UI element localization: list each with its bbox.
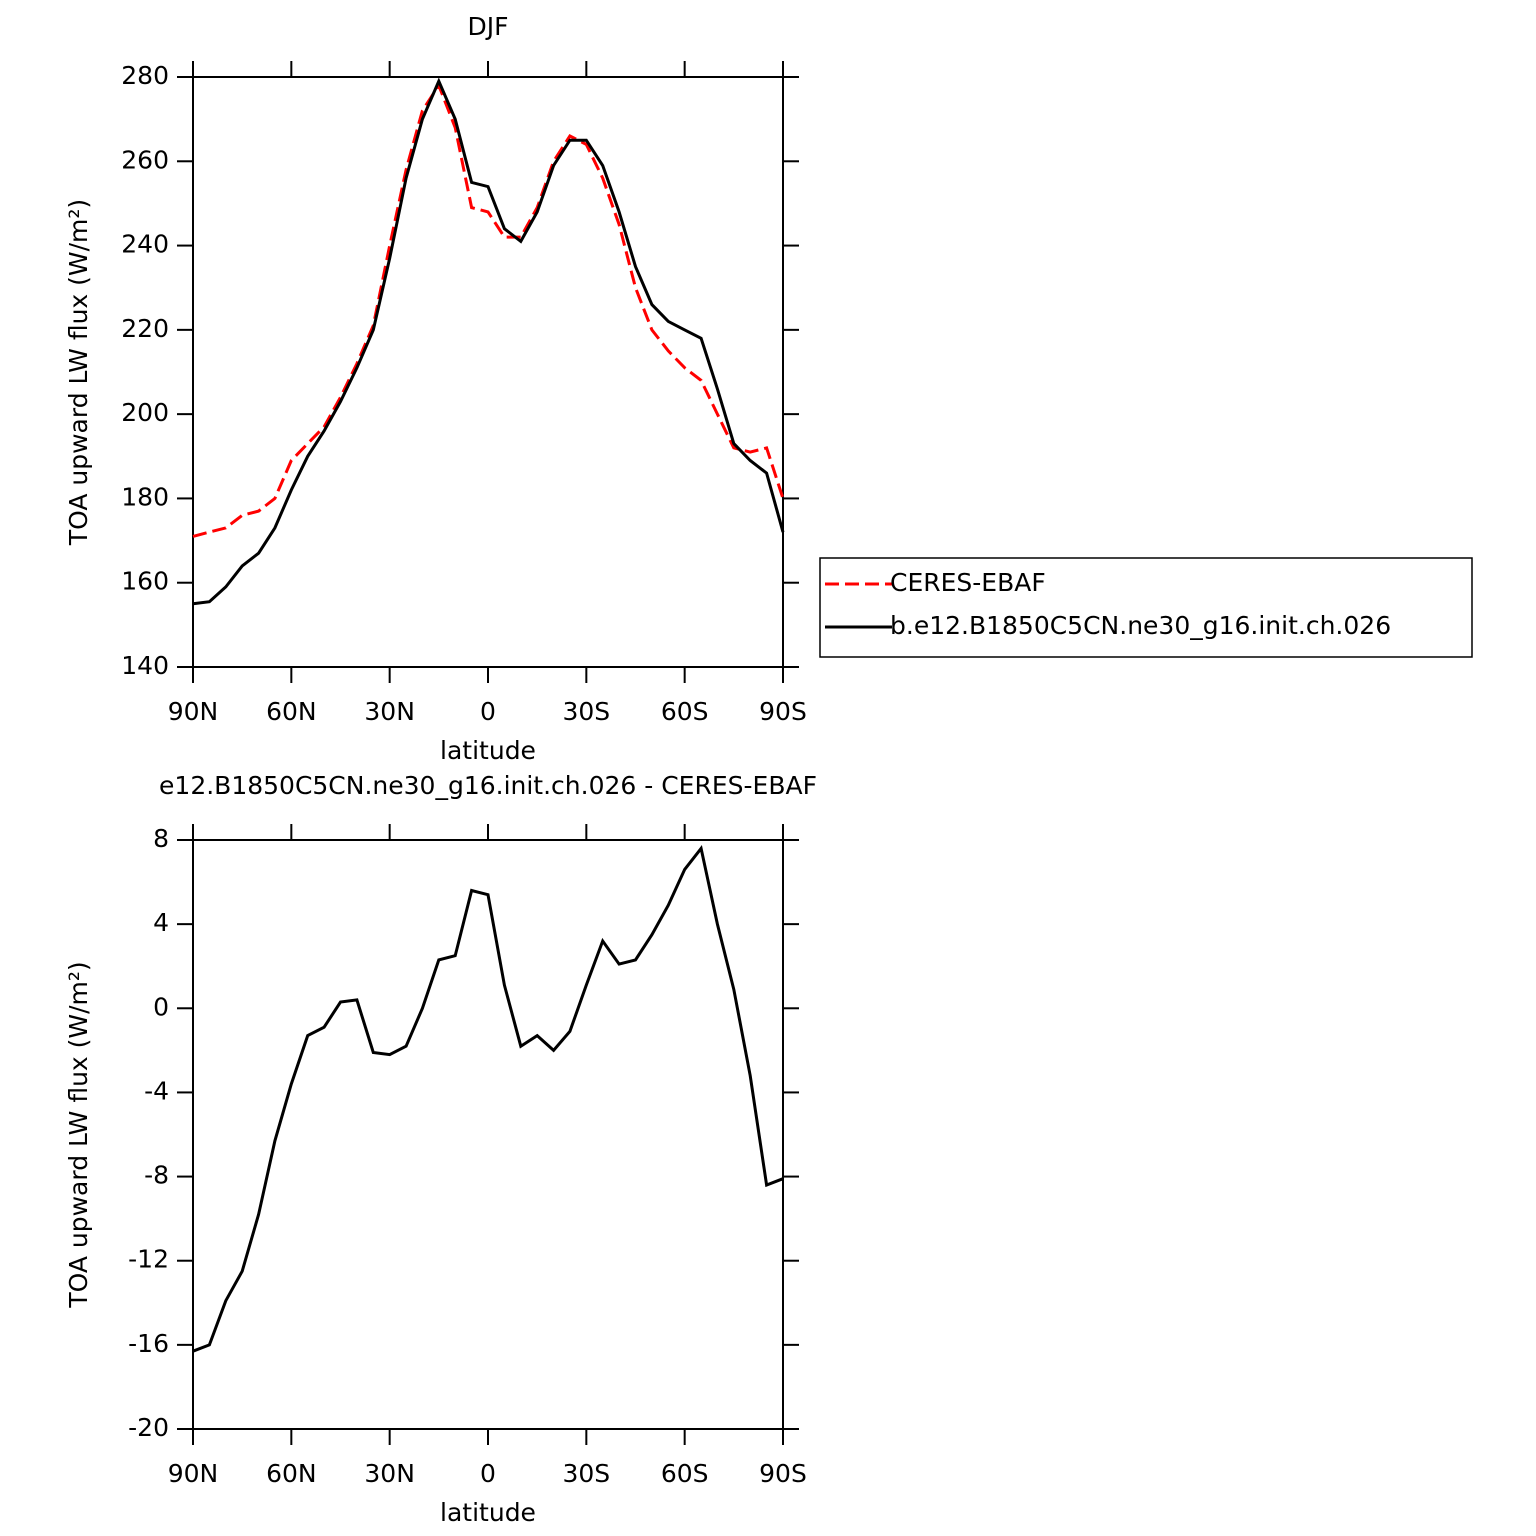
chart-title: DJF (467, 12, 508, 41)
x-tick-label: 30N (364, 697, 415, 726)
x-tick-label: 0 (480, 1459, 496, 1488)
x-tick-label: 90N (168, 697, 219, 726)
y-tick-label: -8 (144, 1161, 169, 1190)
y-tick-label: 220 (121, 314, 169, 343)
y-tick-label: 240 (121, 230, 169, 259)
x-tick-label: 60S (661, 697, 709, 726)
y-tick-label: 0 (153, 992, 169, 1021)
legend-label: CERES-EBAF (890, 568, 1046, 597)
plot-frame (192, 76, 784, 668)
x-tick-label: 0 (480, 697, 496, 726)
y-axis-label: TOA upward LW flux (W/m²) (64, 961, 93, 1308)
y-tick-label: 160 (121, 567, 169, 596)
chart-title: e12.B1850C5CN.ne30_g16.init.ch.026 - CER… (159, 771, 817, 800)
x-tick-label: 90S (759, 1459, 807, 1488)
x-tick-label: 30S (562, 1459, 610, 1488)
y-tick-label: 280 (121, 61, 169, 90)
y-tick-label: 180 (121, 482, 169, 511)
data-line (192, 82, 785, 538)
x-tick-label: 90N (168, 1459, 219, 1488)
y-tick-label: -12 (128, 1245, 169, 1274)
x-tick-label: 30N (364, 1459, 415, 1488)
data-line (192, 77, 785, 606)
legend-box (819, 557, 1473, 658)
x-tick-label: 90S (759, 697, 807, 726)
y-axis-label: TOA upward LW flux (W/m²) (64, 199, 93, 546)
x-tick-label: 60N (266, 1459, 317, 1488)
x-axis-label: latitude (440, 1498, 536, 1527)
legend-label: b.e12.B1850C5CN.ne30_g16.init.ch.026 (890, 611, 1391, 640)
y-tick-label: 200 (121, 398, 169, 427)
x-tick-label: 30S (562, 697, 610, 726)
x-axis-label: latitude (440, 736, 536, 765)
y-tick-label: -4 (144, 1076, 169, 1105)
y-tick-label: 260 (121, 145, 169, 174)
y-tick-label: 4 (153, 908, 169, 937)
y-tick-label: -20 (128, 1413, 169, 1442)
y-tick-label: 140 (121, 651, 169, 680)
data-line (192, 844, 784, 1353)
x-tick-label: 60S (661, 1459, 709, 1488)
y-tick-label: 8 (153, 824, 169, 853)
y-tick-label: -16 (128, 1329, 169, 1358)
plot-frame (192, 839, 784, 1430)
x-tick-label: 60N (266, 697, 317, 726)
